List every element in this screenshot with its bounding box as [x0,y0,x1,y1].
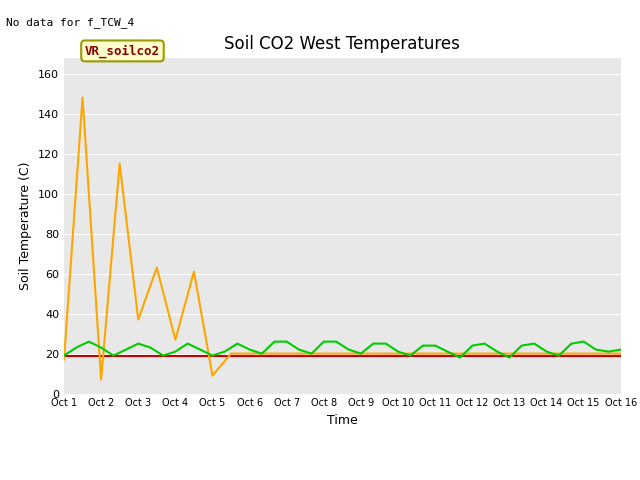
TCW_1 [617,353,625,359]
TCW_1 [543,353,550,359]
TCW_2 [394,351,402,357]
TCW_3 [394,348,402,354]
TCW_1 [283,353,291,359]
TCW_2 [431,351,439,357]
TCW_3 [357,351,365,357]
Title: Soil CO2 West Temperatures: Soil CO2 West Temperatures [225,35,460,53]
TCW_2 [134,317,142,323]
TCW_1 [60,353,68,359]
TCW_3 [60,353,68,359]
TCW_3 [271,339,278,345]
TCW_1 [394,353,402,359]
TCW_3 [332,339,340,345]
TCW_3 [258,351,266,357]
TCW_3 [456,355,464,360]
TCW_3 [147,345,154,350]
TCW_2 [60,357,68,362]
TCW_3 [568,341,575,347]
Text: VR_soilco2: VR_soilco2 [85,44,160,58]
TCW_3 [369,341,377,347]
TCW_1 [97,353,105,359]
TCW_1 [209,353,216,359]
TCW_2 [190,269,198,275]
TCW_1 [580,353,588,359]
TCW_2 [209,372,216,378]
TCW_3 [234,341,241,347]
TCW_3 [308,351,316,357]
TCW_2 [227,351,235,357]
TCW_3 [419,343,427,348]
TCW_1 [431,353,439,359]
TCW_3 [97,345,105,350]
Line: TCW_2: TCW_2 [64,97,621,380]
TCW_1 [172,353,179,359]
TCW_3 [209,353,216,359]
TCW_3 [431,343,439,348]
TCW_3 [605,348,612,354]
TCW_2 [79,95,86,100]
TCW_1 [246,353,253,359]
TCW_2 [320,351,328,357]
TCW_2 [97,377,105,383]
TCW_1 [320,353,328,359]
TCW_2 [153,265,161,271]
TCW_3 [196,347,204,352]
TCW_3 [444,348,451,354]
TCW_3 [518,343,525,348]
TCW_3 [246,347,253,352]
TCW_1 [468,353,476,359]
TCW_1 [357,353,365,359]
TCW_3 [481,341,488,347]
X-axis label: Time: Time [327,414,358,427]
Text: No data for f_TCW_4: No data for f_TCW_4 [6,17,134,28]
TCW_2 [617,351,625,357]
TCW_2 [246,351,253,357]
TCW_3 [617,347,625,352]
Y-axis label: Soil Temperature (C): Soil Temperature (C) [19,161,33,290]
TCW_3 [555,353,563,359]
TCW_3 [592,347,600,352]
TCW_2 [580,351,588,357]
TCW_2 [468,351,476,357]
TCW_3 [184,341,191,347]
TCW_3 [506,355,513,360]
TCW_2 [116,161,124,167]
TCW_3 [320,339,328,345]
TCW_3 [72,345,80,350]
TCW_2 [172,337,179,343]
TCW_2 [283,351,291,357]
TCW_2 [543,351,550,357]
TCW_3 [283,339,291,345]
TCW_1 [134,353,142,359]
TCW_3 [493,348,501,354]
TCW_3 [543,348,550,354]
TCW_3 [406,353,414,359]
TCW_3 [345,347,353,352]
TCW_3 [295,347,303,352]
TCW_3 [159,353,167,359]
TCW_3 [109,353,117,359]
TCW_3 [85,339,93,345]
TCW_2 [357,351,365,357]
TCW_3 [221,348,228,354]
TCW_3 [468,343,476,348]
TCW_3 [172,348,179,354]
TCW_3 [531,341,538,347]
TCW_3 [580,339,588,345]
Line: TCW_3: TCW_3 [64,342,621,358]
TCW_3 [122,347,130,352]
TCW_2 [506,351,513,357]
TCW_3 [134,341,142,347]
TCW_3 [382,341,390,347]
TCW_1 [506,353,513,359]
